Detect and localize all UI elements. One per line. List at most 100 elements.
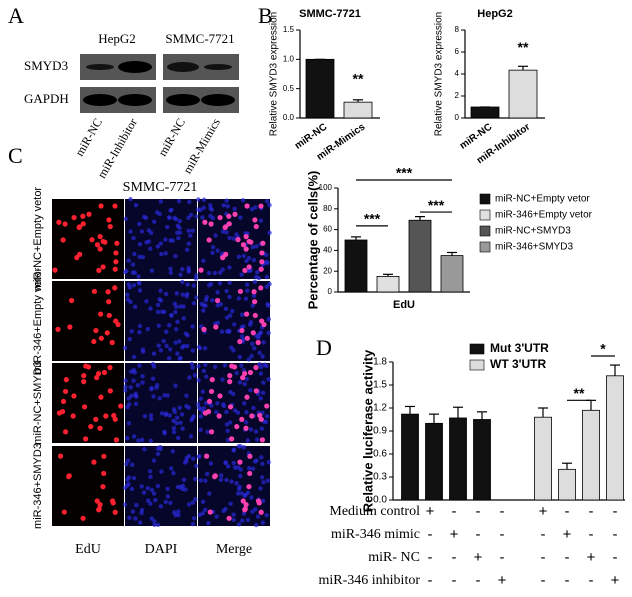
legend-swatch <box>479 241 491 253</box>
edu-cell <box>96 506 102 512</box>
condition-sign: - <box>589 572 594 589</box>
condition-sign: - <box>613 503 618 520</box>
nucleus <box>159 251 164 257</box>
edu-cell <box>248 239 254 245</box>
nucleus <box>204 374 209 379</box>
nucleus <box>149 386 154 392</box>
nucleus <box>169 313 174 318</box>
nucleus <box>130 262 136 267</box>
nucleus <box>172 215 177 221</box>
bar <box>376 275 400 293</box>
nucleus <box>232 465 238 470</box>
nucleus <box>196 454 201 459</box>
nucleus <box>242 381 247 387</box>
nucleus <box>142 447 147 452</box>
edu-cell <box>76 224 82 231</box>
edu-cell <box>67 324 73 330</box>
nucleus <box>131 378 136 383</box>
nucleus <box>155 309 161 315</box>
nucleus <box>246 357 252 362</box>
nucleus <box>264 414 270 419</box>
y-tick-label: 2 <box>455 91 460 100</box>
nucleus <box>137 329 142 335</box>
nucleus <box>143 215 149 221</box>
edu-cell <box>97 311 104 317</box>
y-tick-label: 80 <box>323 204 332 213</box>
nucleus <box>210 250 215 256</box>
nucleus <box>226 464 231 469</box>
edu-cell <box>56 219 62 225</box>
bar <box>582 409 600 501</box>
nucleus <box>185 282 190 287</box>
panel-label: D <box>316 335 332 360</box>
nucleus <box>248 319 254 325</box>
nucleus <box>139 507 145 513</box>
edu-cell <box>246 264 252 270</box>
edu-cell <box>66 473 72 479</box>
nucleus <box>241 401 247 406</box>
nucleus <box>176 435 181 441</box>
edu-cell <box>243 234 249 240</box>
nucleus <box>245 288 250 293</box>
nucleus <box>176 235 181 241</box>
nucleus <box>215 290 220 295</box>
nucleus <box>140 380 145 385</box>
y-axis-label: Percentage of cells(%) <box>305 171 320 310</box>
edu-cell <box>94 242 101 248</box>
nucleus <box>133 203 139 208</box>
nucleus <box>225 204 230 209</box>
edu-cell <box>243 502 249 508</box>
edu-cell <box>100 484 106 490</box>
nucleus <box>192 373 198 378</box>
edu-cell <box>100 264 106 270</box>
nucleus <box>131 354 137 360</box>
edu-cell <box>71 393 77 399</box>
nucleus <box>208 206 213 211</box>
nucleus <box>245 517 251 523</box>
edu-cell <box>237 288 244 295</box>
nucleus <box>145 498 151 503</box>
significance-label: *** <box>396 165 413 181</box>
edu-cell <box>253 388 259 394</box>
edu-cell <box>101 453 107 459</box>
nucleus <box>191 283 196 288</box>
edu-cell <box>70 413 76 419</box>
nucleus <box>136 280 142 286</box>
nucleus <box>219 473 224 478</box>
condition-sign: + <box>611 572 620 589</box>
edu-cell <box>201 326 207 332</box>
nucleus <box>229 345 234 350</box>
edu-cell <box>89 237 95 243</box>
legend-swatch <box>479 209 491 221</box>
edu-cell <box>234 423 240 430</box>
nucleus <box>161 338 166 344</box>
nucleus <box>181 477 187 482</box>
nucleus <box>222 363 228 368</box>
edu-cell <box>62 429 69 435</box>
nucleus <box>158 348 164 353</box>
edu-cell <box>107 223 113 230</box>
nucleus <box>178 420 183 426</box>
nucleus <box>228 501 233 506</box>
nucleus <box>186 228 191 234</box>
condition-sign: + <box>539 503 548 520</box>
nucleus <box>124 268 129 274</box>
nucleus <box>251 405 256 411</box>
condition-sign: + <box>474 549 483 566</box>
edu-cell <box>259 318 265 324</box>
nucleus <box>149 516 154 521</box>
nucleus <box>223 306 229 311</box>
edu-cell <box>113 259 119 265</box>
nucleus <box>131 475 137 481</box>
blot-row-label: SMYD3 <box>24 58 68 73</box>
nucleus <box>158 504 164 509</box>
nucleus <box>239 272 244 277</box>
nucleus <box>180 426 185 431</box>
edu-cell <box>96 267 102 274</box>
edu-cell <box>80 213 86 219</box>
nucleus <box>250 244 256 250</box>
nucleus <box>181 304 186 309</box>
y-axis-label: Relative SMYD3 expression <box>269 12 280 137</box>
blot <box>80 54 239 113</box>
edu-cell <box>217 393 223 399</box>
